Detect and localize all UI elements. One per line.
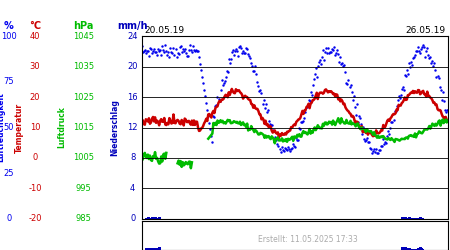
Bar [149, 218, 153, 219]
Text: 0: 0 [32, 154, 38, 162]
Text: 20: 20 [127, 62, 138, 71]
Bar [157, 218, 160, 219]
Bar [145, 248, 148, 250]
Bar [403, 218, 406, 219]
Bar [419, 248, 423, 250]
Text: 0: 0 [130, 214, 135, 223]
Bar [156, 249, 159, 250]
Bar [401, 246, 404, 250]
Bar [401, 217, 404, 219]
Bar [404, 246, 407, 250]
Text: 985: 985 [75, 214, 91, 223]
Bar [419, 218, 423, 219]
Bar [402, 218, 405, 219]
Text: 1015: 1015 [73, 123, 94, 132]
Bar [414, 249, 417, 250]
Bar [148, 217, 150, 219]
Text: 1035: 1035 [73, 62, 94, 71]
Bar [415, 218, 418, 219]
Bar [408, 248, 411, 250]
Text: 0: 0 [6, 214, 12, 223]
Text: 1025: 1025 [73, 92, 94, 102]
Text: 12: 12 [127, 123, 138, 132]
Bar [418, 247, 422, 250]
Text: 30: 30 [30, 62, 40, 71]
Bar [418, 217, 422, 219]
Bar [404, 217, 407, 219]
Text: Luftdruck: Luftdruck [58, 106, 67, 148]
Text: 10: 10 [30, 123, 40, 132]
Text: hPa: hPa [73, 21, 94, 31]
Bar [402, 248, 405, 250]
Bar [148, 218, 152, 219]
Bar [158, 248, 161, 250]
Text: 50: 50 [4, 123, 14, 132]
Text: 8: 8 [130, 154, 135, 162]
Text: Luftfeuchtigkeit: Luftfeuchtigkeit [0, 92, 5, 162]
Bar [152, 218, 154, 219]
Text: 40: 40 [30, 32, 40, 41]
Bar [154, 248, 158, 250]
Text: 995: 995 [76, 184, 91, 193]
Bar [152, 248, 154, 250]
Bar [156, 218, 159, 219]
Bar [411, 218, 414, 219]
Bar [414, 249, 418, 250]
Text: Erstellt: 11.05.2025 17:33: Erstellt: 11.05.2025 17:33 [258, 236, 358, 244]
Text: 25: 25 [4, 168, 14, 177]
Bar [148, 248, 150, 250]
Bar [407, 218, 410, 219]
Text: 20: 20 [30, 92, 40, 102]
Bar [421, 249, 424, 250]
Bar [153, 218, 156, 219]
Text: 1045: 1045 [73, 32, 94, 41]
Bar [154, 218, 158, 219]
Bar [150, 218, 153, 219]
Bar [157, 249, 160, 250]
Text: 20.05.19: 20.05.19 [144, 26, 184, 35]
Bar [417, 218, 419, 219]
Bar [410, 218, 414, 219]
Text: °C: °C [29, 21, 41, 31]
Text: 1005: 1005 [73, 154, 94, 162]
Bar [418, 218, 421, 219]
Text: 24: 24 [127, 32, 138, 41]
Text: -20: -20 [28, 214, 42, 223]
Bar [410, 249, 414, 250]
Text: Niederschlag: Niederschlag [110, 99, 119, 156]
Bar [413, 218, 415, 219]
Text: mm/h: mm/h [117, 21, 148, 31]
Text: Temperatur: Temperatur [15, 102, 24, 152]
Text: 100: 100 [1, 32, 17, 41]
Bar [414, 218, 418, 219]
Bar [148, 249, 152, 250]
Bar [418, 249, 421, 250]
Text: 75: 75 [4, 78, 14, 86]
Bar [407, 248, 410, 250]
Bar [153, 218, 157, 219]
Bar [406, 218, 410, 219]
Bar [153, 249, 156, 250]
Bar [408, 218, 411, 219]
Bar [417, 248, 419, 250]
Text: -10: -10 [28, 184, 42, 193]
Bar [145, 218, 148, 219]
Bar [415, 249, 418, 250]
Bar [421, 218, 424, 219]
Bar [414, 218, 417, 219]
Text: 4: 4 [130, 184, 135, 193]
Bar [403, 248, 406, 250]
Bar [149, 248, 153, 250]
Bar [413, 249, 415, 250]
Bar [150, 248, 153, 250]
Bar [158, 217, 161, 219]
Bar [146, 218, 149, 219]
Text: 26.05.19: 26.05.19 [405, 26, 446, 35]
Text: 16: 16 [127, 92, 138, 102]
Text: %: % [4, 21, 14, 31]
Bar [153, 248, 157, 250]
Bar [146, 249, 149, 250]
